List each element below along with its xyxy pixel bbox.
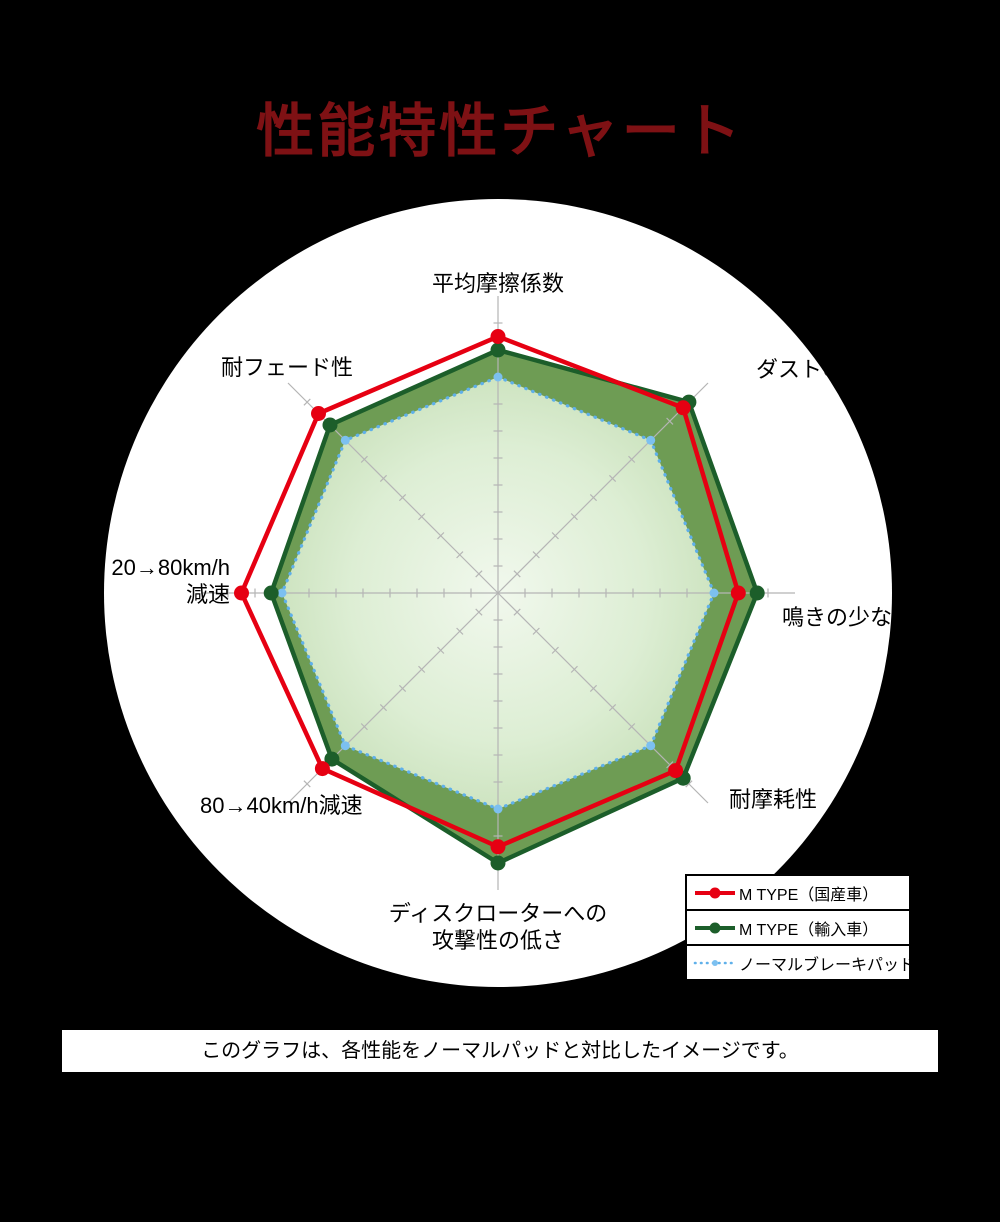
legend-label-normal-pad: ノーマルブレーキパッド (739, 956, 916, 974)
axis-label-friction: 平均摩擦係数 (431, 271, 564, 296)
caption-text: このグラフは、各性能をノーマルパッドと対比したイメージです。 (201, 1040, 799, 1062)
page-title: 性能特性チャート (256, 99, 744, 164)
axis-label-dust: ダストの少なさ (756, 357, 892, 382)
legend-row-mtype-import: M TYPE（輸入車） (687, 909, 909, 944)
axis-label-fade: 耐フェード性 (221, 355, 354, 380)
axis-label-decel-80-40: 80→40km/h減速 (200, 793, 363, 818)
caption-bar: このグラフは、各性能をノーマルパッドと対比したイメージです。 (62, 1030, 938, 1072)
legend-row-mtype-domestic: M TYPE（国産車） (687, 876, 909, 909)
axis-label-decel-20-80: 20→80km/h 減速 (111, 555, 230, 607)
legend-label-mtype-import: M TYPE（輸入車） (739, 921, 879, 939)
radar-chart-canvas (201, 296, 795, 890)
legend-box: M TYPE（国産車） M TYPE（輸入車） ノーマルブレーキパッド (685, 874, 915, 981)
axis-label-wear: 耐摩耗性 (729, 787, 818, 812)
axis-label-rotor: ディスクローターへの 攻撃性の低さ (388, 901, 608, 953)
axis-label-noise: 鳴きの少なさ (782, 605, 892, 630)
legend-line-red-icon (691, 883, 739, 903)
legend-row-normal-pad: ノーマルブレーキパッド (687, 944, 915, 979)
legend-label-mtype-domestic: M TYPE（国産車） (739, 886, 879, 904)
radar-chart-area: 平均摩擦係数 ダストの少なさ 鳴きの少なさ 耐摩耗性 ディスクローターへの 攻撃… (104, 199, 892, 987)
legend-line-green-icon (691, 918, 739, 938)
legend-line-dotted-icon (691, 953, 739, 973)
